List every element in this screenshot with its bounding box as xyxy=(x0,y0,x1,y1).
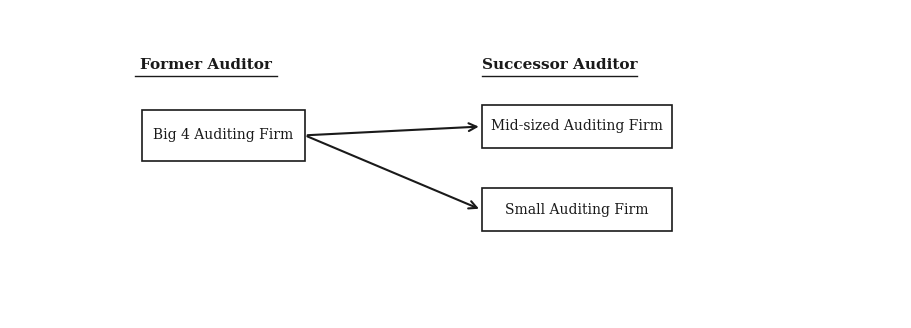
Text: Former Auditor: Former Auditor xyxy=(139,58,271,72)
Text: Small Auditing Firm: Small Auditing Firm xyxy=(505,203,648,217)
FancyBboxPatch shape xyxy=(481,188,671,231)
Text: Mid-sized Auditing Firm: Mid-sized Auditing Firm xyxy=(490,119,662,133)
Text: Big 4 Auditing Firm: Big 4 Auditing Firm xyxy=(153,128,293,142)
Text: Successor Auditor: Successor Auditor xyxy=(481,58,637,72)
FancyBboxPatch shape xyxy=(481,105,671,148)
FancyBboxPatch shape xyxy=(142,110,304,161)
